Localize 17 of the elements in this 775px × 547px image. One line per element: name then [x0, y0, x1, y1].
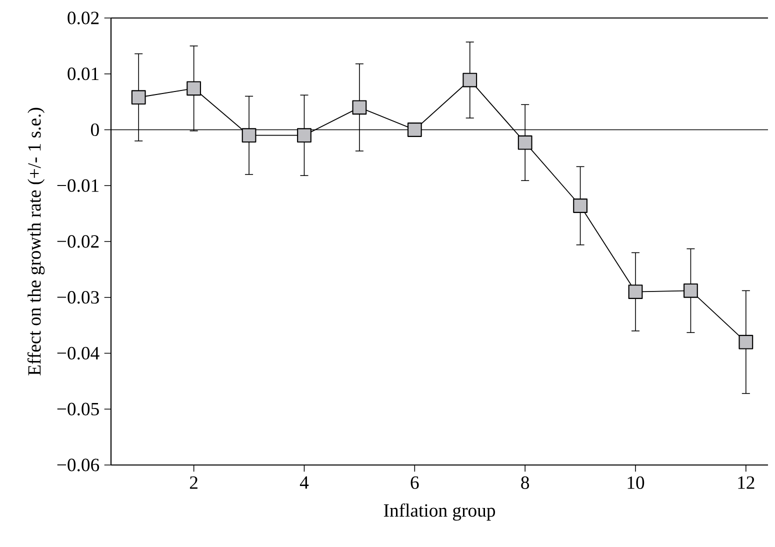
x-tick-label: 8: [521, 476, 530, 489]
x-tick-label: 12: [738, 476, 754, 489]
y-tick-label: −0.05: [57, 402, 99, 416]
y-tick-label: −0.01: [57, 179, 99, 192]
y-tick-label: 0: [91, 123, 99, 136]
y-tick-label: −0.04: [57, 346, 100, 360]
y-tick-label: 0.01: [68, 68, 99, 80]
x-tick-label: 10: [628, 476, 644, 489]
y-axis-title: Effect on the growth rate (+/- 1 s.e.): [27, 108, 45, 376]
y-tick-label: −0.02: [57, 235, 99, 248]
x-axis-title: Inflation group: [384, 503, 496, 521]
y-tick-label: −0.03: [57, 291, 99, 304]
x-tick-label: 4: [300, 476, 309, 489]
y-tick-label: −0.06: [57, 458, 100, 472]
y-tick-label: 0.02: [68, 12, 99, 24]
x-tick-label: 6: [410, 476, 419, 489]
x-tick-label: 2: [190, 476, 198, 489]
